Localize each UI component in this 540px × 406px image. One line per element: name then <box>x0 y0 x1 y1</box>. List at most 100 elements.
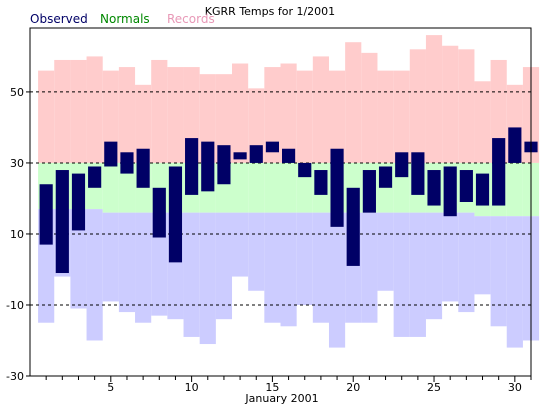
record-high-band-16 <box>280 63 297 163</box>
observed-bar-day-30 <box>508 127 522 163</box>
record-low-band-15 <box>264 212 281 323</box>
record-high-band-23 <box>393 70 410 163</box>
observed-bar-day-16 <box>282 148 296 163</box>
record-high-band-15 <box>264 67 281 163</box>
record-low-band-8 <box>151 212 168 316</box>
normal-band-6 <box>118 162 136 213</box>
record-high-band-7 <box>135 84 152 163</box>
record-high-band-20 <box>345 42 362 163</box>
record-low-band-18 <box>312 212 329 323</box>
record-high-band-2 <box>54 59 71 163</box>
record-low-band-13 <box>232 212 249 277</box>
record-high-band-18 <box>312 56 329 163</box>
record-low-band-24 <box>409 212 426 337</box>
x-axis: 5 10 15 20 25 30 <box>45 376 532 394</box>
plot-frame <box>29 27 532 377</box>
observed-bar-day-9 <box>168 166 183 263</box>
record-low-band-10 <box>183 212 200 337</box>
record-low-band-11 <box>199 212 216 345</box>
record-low-band-12 <box>215 212 233 320</box>
x-tick-label-15: 15 <box>265 381 279 394</box>
observed-bar-day-1 <box>39 184 53 245</box>
y-axis: 50 30 10 -10 -30 <box>6 86 30 383</box>
observed-bar-day-2 <box>55 170 69 274</box>
observed-bar-day-12 <box>217 145 231 185</box>
record-high-band-12 <box>215 74 233 163</box>
y-tick-label-30: 30 <box>10 157 24 170</box>
observed-bar-day-5 <box>104 141 118 167</box>
record-low-band-26 <box>442 212 459 302</box>
legend-records: Records <box>167 12 215 26</box>
record-low-band-14 <box>248 212 265 291</box>
observed-bar-day-20 <box>346 187 360 266</box>
record-high-band-25 <box>425 35 443 163</box>
record-low-band-6 <box>118 212 136 313</box>
observed-bar-day-28 <box>475 173 490 206</box>
record-low-band-7 <box>135 212 152 323</box>
observed-bar-day-17 <box>298 162 312 178</box>
record-low-band-16 <box>280 212 297 327</box>
x-tick-label-20: 20 <box>346 381 360 394</box>
record-low-band-30 <box>506 216 523 348</box>
record-high-band-17 <box>296 70 313 163</box>
observed-bar-day-8 <box>152 187 166 238</box>
record-low-band-25 <box>425 212 443 320</box>
record-low-band-17 <box>296 212 313 305</box>
observed-bar-day-19 <box>330 148 344 227</box>
record-low-band-22 <box>377 212 394 291</box>
record-high-band-21 <box>361 52 378 163</box>
normal-band-16 <box>280 162 297 213</box>
observed-bar-day-18 <box>314 170 328 195</box>
observed-bar-day-11 <box>201 141 215 192</box>
normal-band-13 <box>232 162 249 213</box>
normal-band-14 <box>248 162 265 213</box>
observed-bar-day-15 <box>265 141 279 153</box>
record-high-band-9 <box>167 67 184 163</box>
x-tick-label-25: 25 <box>427 381 441 394</box>
observed-bar-day-22 <box>378 166 393 188</box>
observed-bar-day-6 <box>120 152 134 174</box>
observed-bar-day-10 <box>185 138 199 195</box>
observed-bar-day-3 <box>71 173 86 231</box>
observed-bar-day-4 <box>88 166 102 188</box>
record-high-band-3 <box>70 59 87 163</box>
x-tick-label-5: 5 <box>107 381 114 394</box>
record-low-band-5 <box>102 212 119 302</box>
legend-observed: Observed <box>30 12 88 26</box>
y-tick-label--10: -10 <box>6 299 24 312</box>
record-low-band-23 <box>393 212 410 337</box>
x-tick-label-30: 30 <box>508 381 522 394</box>
legend-normals: Normals <box>100 12 150 26</box>
record-high-band-26 <box>442 45 459 163</box>
legend: Observed Normals Records <box>30 12 215 26</box>
observed-bar-day-24 <box>411 152 425 195</box>
observed-bar-day-26 <box>443 166 457 217</box>
record-low-band-21 <box>361 212 378 323</box>
x-axis-label: January 2001 <box>244 392 318 405</box>
chart-title: KGRR Temps for 1/2001 <box>205 5 335 18</box>
record-high-band-11 <box>199 74 216 163</box>
record-low-band-19 <box>328 212 346 348</box>
record-high-band-27 <box>458 49 475 163</box>
record-high-band-13 <box>232 63 249 163</box>
normal-band-5 <box>102 162 119 213</box>
observed-bar-day-23 <box>395 152 409 178</box>
y-tick-label--30: -30 <box>6 370 24 383</box>
record-high-band-4 <box>86 56 103 163</box>
normal-band-30 <box>506 162 523 217</box>
record-high-band-1 <box>38 70 55 163</box>
observed-bar-day-13 <box>233 152 247 160</box>
record-high-band-19 <box>328 70 346 163</box>
record-high-band-28 <box>474 81 491 163</box>
record-low-band-27 <box>458 212 475 313</box>
observed-bar-day-29 <box>492 138 506 206</box>
observed-bar-day-14 <box>249 145 263 163</box>
observed-bar-day-21 <box>362 170 376 213</box>
observed-bars-layer <box>39 127 538 274</box>
record-high-band-24 <box>409 49 426 163</box>
record-high-band-22 <box>377 70 394 163</box>
record-low-band-28 <box>474 216 491 295</box>
record-high-band-29 <box>490 59 507 163</box>
y-tick-label-50: 50 <box>10 86 24 99</box>
record-high-band-6 <box>118 67 136 163</box>
